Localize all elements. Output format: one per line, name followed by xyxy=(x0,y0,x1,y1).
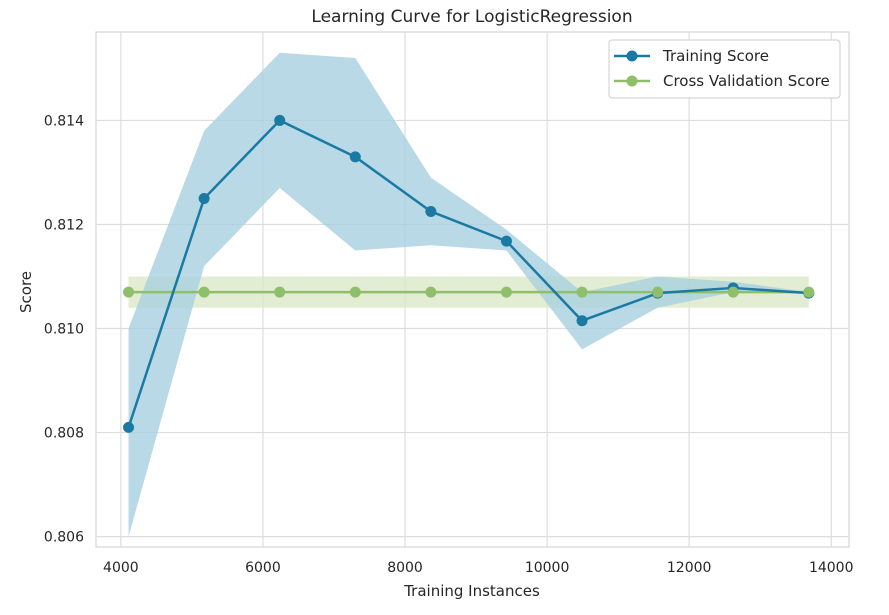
cross-validation-point xyxy=(576,286,588,298)
y-axis-ticks: 0.806 0.808 0.810 0.812 0.814 xyxy=(44,113,84,545)
legend-marker-training xyxy=(626,50,638,62)
legend: Training Score Cross Validation Score xyxy=(608,39,841,99)
training-score-band xyxy=(128,52,809,537)
y-axis-title: Score xyxy=(17,271,35,313)
cross-validation-point xyxy=(803,286,815,298)
x-axis-title: Training Instances xyxy=(403,582,540,600)
y-tick-label: 0.808 xyxy=(44,426,84,442)
x-tick-label: 4000 xyxy=(103,560,139,576)
cross-validation-point xyxy=(274,286,286,298)
x-tick-label: 12000 xyxy=(667,560,712,576)
x-axis-ticks: 4000 6000 8000 10000 12000 14000 xyxy=(103,560,853,576)
cross-validation-point xyxy=(349,286,361,298)
chart-title: Learning Curve for LogisticRegression xyxy=(311,7,632,27)
series-lines xyxy=(127,119,809,428)
training-score-point xyxy=(500,235,512,247)
cross-validation-point xyxy=(425,286,437,298)
training-score-point xyxy=(576,315,588,327)
y-tick-label: 0.814 xyxy=(44,113,84,129)
training-score-point xyxy=(123,421,135,433)
training-score-point xyxy=(198,192,210,204)
legend-box xyxy=(608,39,841,99)
training-score-line xyxy=(127,119,809,428)
cross-validation-point xyxy=(123,286,135,298)
training-score-point xyxy=(274,114,286,126)
legend-label-cross-validation: Cross Validation Score xyxy=(663,72,830,90)
training-score-point xyxy=(425,205,437,217)
cross-validation-point xyxy=(727,286,739,298)
series-points xyxy=(123,114,815,433)
training-score-point xyxy=(349,151,361,163)
x-tick-label: 10000 xyxy=(525,560,570,576)
cross-validation-point xyxy=(500,286,512,298)
y-tick-label: 0.806 xyxy=(44,530,84,546)
y-tick-label: 0.810 xyxy=(44,322,84,338)
y-tick-label: 0.812 xyxy=(44,217,84,233)
cross-validation-point xyxy=(198,286,210,298)
x-tick-label: 8000 xyxy=(387,560,423,576)
x-tick-label: 14000 xyxy=(809,560,854,576)
x-tick-label: 6000 xyxy=(245,560,281,576)
cross-validation-point xyxy=(652,286,664,298)
legend-label-training: Training Score xyxy=(662,47,769,65)
legend-marker-cross-validation xyxy=(626,75,638,87)
